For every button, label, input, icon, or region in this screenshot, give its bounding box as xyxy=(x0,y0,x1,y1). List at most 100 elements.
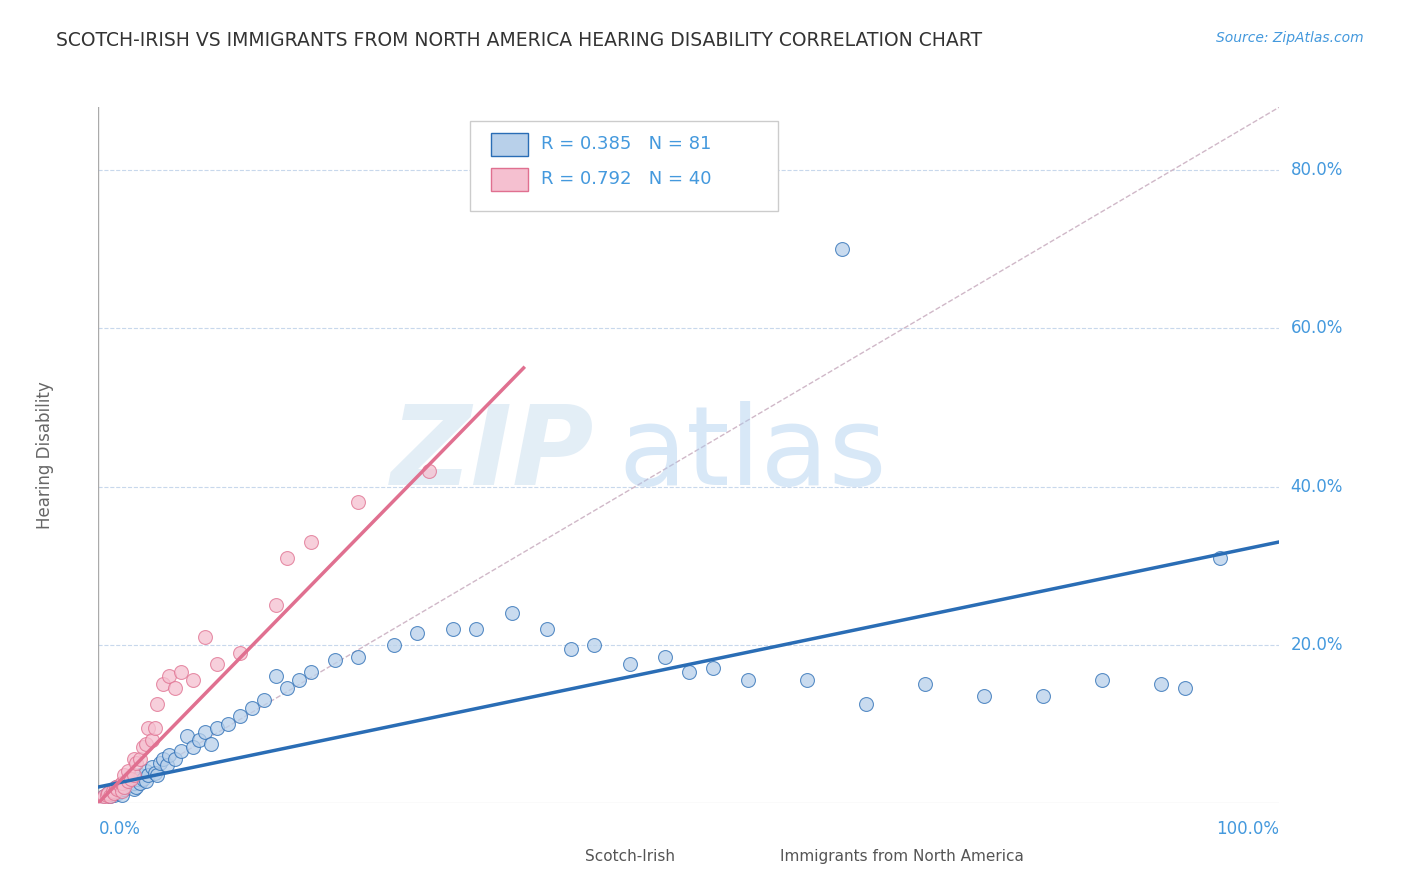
Text: Immigrants from North America: Immigrants from North America xyxy=(780,849,1024,863)
Point xyxy=(299,534,322,549)
Point xyxy=(855,697,877,711)
Point xyxy=(382,638,405,652)
Point xyxy=(112,776,135,790)
Point xyxy=(165,752,187,766)
Point xyxy=(654,649,676,664)
Point xyxy=(299,665,322,680)
Point xyxy=(465,622,488,636)
Point xyxy=(156,757,179,772)
Point xyxy=(143,721,166,735)
Point xyxy=(108,778,131,793)
Text: atlas: atlas xyxy=(619,401,887,508)
FancyBboxPatch shape xyxy=(491,134,529,156)
Point xyxy=(118,776,141,790)
Text: Source: ZipAtlas.com: Source: ZipAtlas.com xyxy=(1216,31,1364,45)
Point xyxy=(146,768,169,782)
Point xyxy=(117,778,139,793)
Text: 60.0%: 60.0% xyxy=(1291,319,1343,337)
Point xyxy=(127,772,149,786)
Point xyxy=(103,786,125,800)
Point xyxy=(125,780,148,794)
Point xyxy=(128,768,150,782)
Point xyxy=(1150,677,1173,691)
Point xyxy=(128,752,150,766)
Point xyxy=(560,641,582,656)
Point xyxy=(146,697,169,711)
Point xyxy=(194,724,217,739)
Point xyxy=(98,789,121,804)
Point xyxy=(1032,689,1054,703)
Point xyxy=(205,721,228,735)
Point xyxy=(187,732,209,747)
Point xyxy=(136,721,159,735)
Point xyxy=(229,646,252,660)
Point xyxy=(1209,550,1232,565)
Point xyxy=(1091,673,1114,688)
Point xyxy=(176,729,198,743)
Point xyxy=(98,789,121,804)
Point xyxy=(347,495,370,509)
Text: ZIP: ZIP xyxy=(391,401,595,508)
Point xyxy=(264,598,287,612)
Point xyxy=(165,681,187,695)
Point xyxy=(111,778,134,793)
Point xyxy=(132,740,155,755)
Text: 40.0%: 40.0% xyxy=(1291,477,1343,496)
Point xyxy=(111,788,134,802)
Point xyxy=(347,649,370,664)
Point xyxy=(91,792,114,806)
Point xyxy=(105,781,128,796)
Point xyxy=(122,768,145,782)
Point xyxy=(200,737,222,751)
Point xyxy=(135,773,157,788)
Point xyxy=(170,744,193,758)
Point xyxy=(157,748,180,763)
Point xyxy=(97,786,120,800)
Point xyxy=(97,786,120,800)
Point xyxy=(143,765,166,780)
Text: R = 0.385   N = 81: R = 0.385 N = 81 xyxy=(541,135,711,153)
Point xyxy=(973,689,995,703)
Point xyxy=(112,781,135,796)
Point xyxy=(737,673,759,688)
Text: 20.0%: 20.0% xyxy=(1291,636,1343,654)
Point xyxy=(276,550,298,565)
FancyBboxPatch shape xyxy=(491,169,529,191)
Point xyxy=(105,781,128,796)
FancyBboxPatch shape xyxy=(547,848,576,865)
Point xyxy=(108,784,131,798)
Point xyxy=(536,622,558,636)
Point xyxy=(111,784,134,798)
Text: Scotch-Irish: Scotch-Irish xyxy=(585,849,675,863)
Point xyxy=(112,768,135,782)
Point xyxy=(117,764,139,779)
Point xyxy=(117,772,139,786)
Point xyxy=(253,693,276,707)
Point xyxy=(1174,681,1197,695)
Point xyxy=(111,776,134,790)
Point xyxy=(122,781,145,796)
Point xyxy=(110,781,132,796)
FancyBboxPatch shape xyxy=(742,848,772,865)
Point xyxy=(105,780,128,794)
Point xyxy=(136,768,159,782)
Point xyxy=(107,786,129,800)
FancyBboxPatch shape xyxy=(471,121,778,211)
Point xyxy=(141,732,163,747)
Point xyxy=(583,638,606,652)
Point xyxy=(96,788,118,802)
Point xyxy=(135,764,157,779)
Point xyxy=(157,669,180,683)
Point xyxy=(418,464,440,478)
Point xyxy=(101,786,124,800)
Point xyxy=(323,653,346,667)
Point xyxy=(152,677,174,691)
Point xyxy=(91,792,114,806)
Point xyxy=(152,752,174,766)
Point xyxy=(229,708,252,723)
Point xyxy=(181,673,204,688)
Point xyxy=(135,737,157,751)
Point xyxy=(122,776,145,790)
Point xyxy=(406,625,429,640)
Point xyxy=(114,780,136,794)
